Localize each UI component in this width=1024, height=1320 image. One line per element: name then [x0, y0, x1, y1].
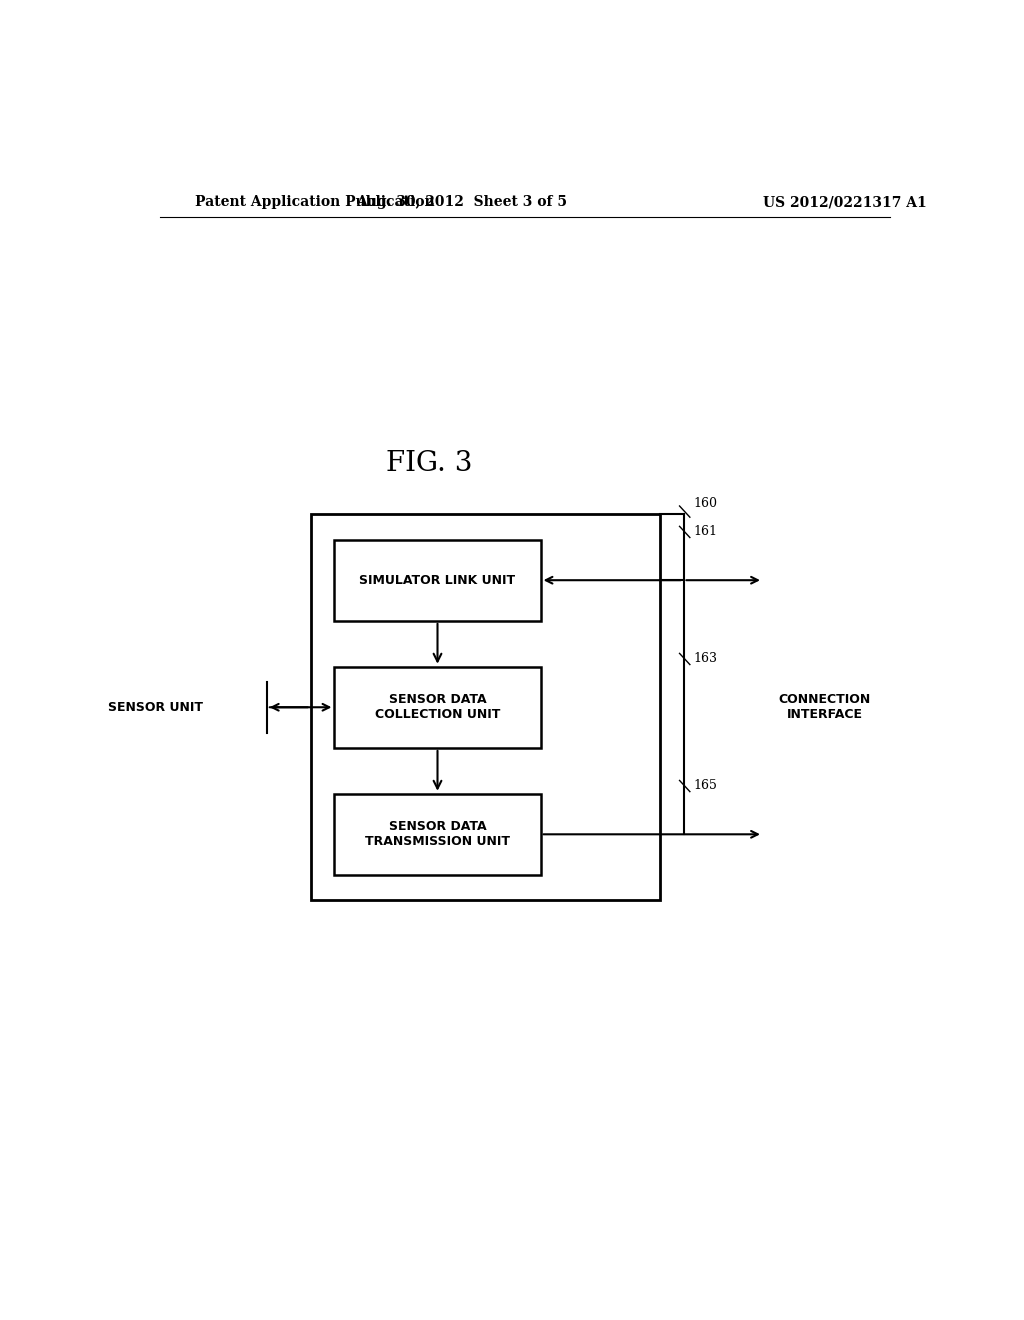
Text: SENSOR DATA
COLLECTION UNIT: SENSOR DATA COLLECTION UNIT [375, 693, 500, 721]
Text: 163: 163 [693, 652, 717, 665]
Text: 165: 165 [693, 779, 717, 792]
Text: 160: 160 [693, 498, 717, 511]
Bar [334, 667, 541, 748]
Bar [334, 540, 541, 620]
Text: SENSOR UNIT: SENSOR UNIT [109, 701, 204, 714]
Text: Aug. 30, 2012  Sheet 3 of 5: Aug. 30, 2012 Sheet 3 of 5 [355, 195, 567, 209]
Text: 161: 161 [693, 525, 717, 539]
Text: CONNECTION
INTERFACE: CONNECTION INTERFACE [779, 693, 871, 721]
Text: US 2012/0221317 A1: US 2012/0221317 A1 [763, 195, 927, 209]
Bar [334, 793, 541, 875]
Text: Patent Application Publication: Patent Application Publication [196, 195, 435, 209]
Text: SIMULATOR LINK UNIT: SIMULATOR LINK UNIT [359, 574, 515, 586]
Text: SENSOR DATA
TRANSMISSION UNIT: SENSOR DATA TRANSMISSION UNIT [365, 820, 510, 849]
Text: FIG. 3: FIG. 3 [386, 450, 473, 477]
Bar [310, 515, 659, 900]
